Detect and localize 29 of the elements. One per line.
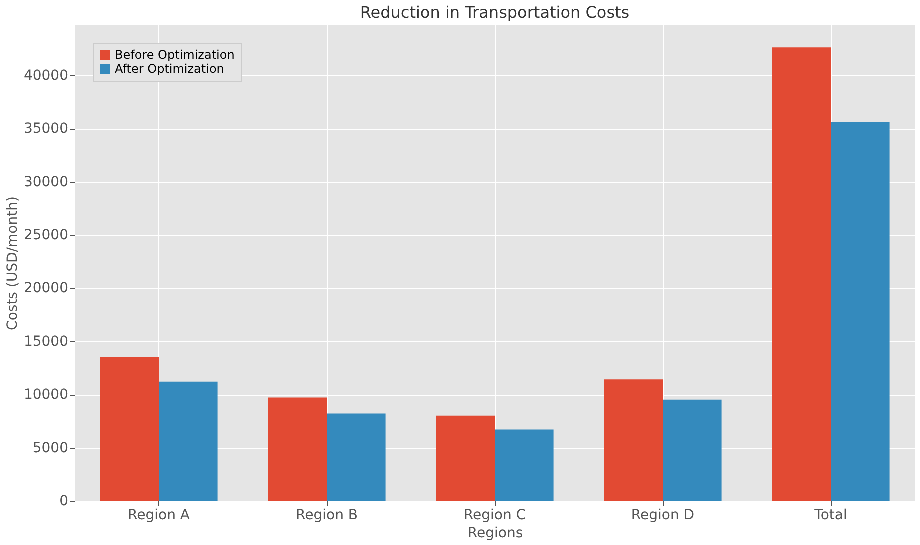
x-tick-label: Region A: [128, 508, 190, 524]
y-tick-label: 0: [60, 494, 68, 510]
bar: [100, 357, 159, 501]
y-tick-label: 5000: [32, 440, 68, 456]
legend-label: After Optimization: [115, 62, 224, 76]
bar: [327, 414, 386, 501]
x-tick-label: Region D: [631, 508, 695, 524]
bar: [268, 398, 327, 501]
x-tick-label: Region B: [296, 508, 358, 524]
legend-label: Before Optimization: [115, 48, 235, 62]
bar: [436, 416, 495, 501]
y-tick-label: 15000: [24, 334, 68, 350]
x-axis-title: Regions: [468, 526, 524, 542]
y-tick-label: 40000: [24, 68, 68, 84]
bar: [831, 122, 890, 501]
y-tick-label: 30000: [24, 174, 68, 190]
y-tick-label: 20000: [24, 280, 68, 297]
x-tick-label: Region C: [464, 508, 526, 524]
bar: [495, 430, 554, 501]
bar: [772, 48, 831, 501]
y-tick-label: 25000: [24, 227, 68, 244]
y-tick-label: 10000: [24, 387, 68, 404]
y-axis-title: Costs (USD/month): [4, 196, 21, 330]
bar: [159, 382, 218, 501]
x-tick-label: Total: [814, 508, 848, 524]
bar: [604, 380, 663, 501]
y-tick-label: 35000: [24, 121, 68, 138]
bar: [663, 400, 722, 501]
chart-title: Reduction in Transportation Costs: [360, 3, 630, 22]
